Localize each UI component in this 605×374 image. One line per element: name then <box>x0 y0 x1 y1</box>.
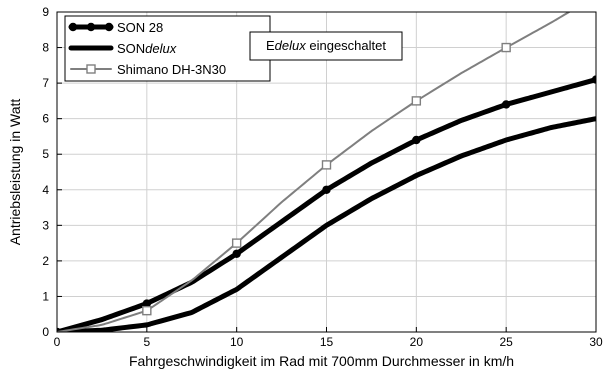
series-marker-dot <box>142 299 152 308</box>
annotation-box <box>249 31 403 61</box>
y-tick-label: 8 <box>42 41 49 55</box>
annotation-text-part-1: delux <box>275 38 307 53</box>
legend-marker-dot <box>86 22 96 32</box>
annotation: Edelux eingeschaltet <box>249 31 403 61</box>
series-marker-dot <box>322 185 331 194</box>
axes-layer: 0 5 10 15 20 25 30 0 1 2 3 4 5 6 7 8 9 Fahrgeschwindigkei… <box>7 5 603 369</box>
y-tick-label: 4 <box>42 183 49 197</box>
legend-label-2: Shimano DH-3N30 <box>117 62 226 77</box>
x-tick-label: 30 <box>589 335 603 349</box>
series-marker-square <box>411 96 422 106</box>
y-tick-label: 2 <box>42 254 49 268</box>
legend-label-1: SONdelux <box>117 41 177 56</box>
y-axis-label: Antriebsleistung in Watt <box>7 99 23 246</box>
x-tick-label: 15 <box>320 335 334 349</box>
x-axis-label: Fahrgeschwindigkeit im Rad mit 700mm Dur… <box>129 353 514 369</box>
y-tick-label: 0 <box>42 325 49 339</box>
series-layer <box>57 12 596 332</box>
y-tick-label: 5 <box>42 147 49 161</box>
legend-label-0: SON 28 <box>117 20 163 35</box>
legend-label-0-part-0: SON 28 <box>117 20 163 35</box>
legend-marker-dot <box>104 22 114 32</box>
x-tick-label: 0 <box>54 335 61 349</box>
annotation-text-part-2: eingeschaltet <box>306 38 387 53</box>
series-marker-dot <box>412 135 421 145</box>
series-marker-square <box>501 42 511 53</box>
series-marker-square <box>321 160 332 170</box>
series-line-1 <box>57 116 596 332</box>
legend-marker-dot <box>68 22 78 32</box>
series-marker-dot <box>591 75 596 84</box>
x-tick-label: 10 <box>230 335 244 349</box>
y-tick-label: 7 <box>42 76 49 90</box>
legend-label-1-part-1: delux <box>145 41 177 56</box>
annotation-text-part-0: E <box>266 38 275 53</box>
series-marker-square <box>231 238 242 248</box>
y-tick-label: 6 <box>42 112 49 126</box>
x-tick-label: 25 <box>499 335 513 349</box>
y-tick-label: 9 <box>42 5 49 19</box>
series-marker-dot <box>232 249 241 258</box>
series-marker-square <box>142 305 152 316</box>
legend: SON 28 SONdelux Shimano DH-3N30 <box>64 15 271 82</box>
y-tick-label: 3 <box>42 218 49 232</box>
legend-marker-square <box>86 64 96 74</box>
x-tick-label: 5 <box>143 335 150 349</box>
y-tick-label: 1 <box>42 289 49 303</box>
series-marker-dot <box>501 100 511 109</box>
x-tick-label: 20 <box>410 335 424 349</box>
annotation-text: Edelux eingeschaltet <box>266 38 386 53</box>
legend-label-2-part-0: Shimano DH-3N30 <box>117 62 226 77</box>
legend-label-1-part-0: SON <box>117 41 145 56</box>
